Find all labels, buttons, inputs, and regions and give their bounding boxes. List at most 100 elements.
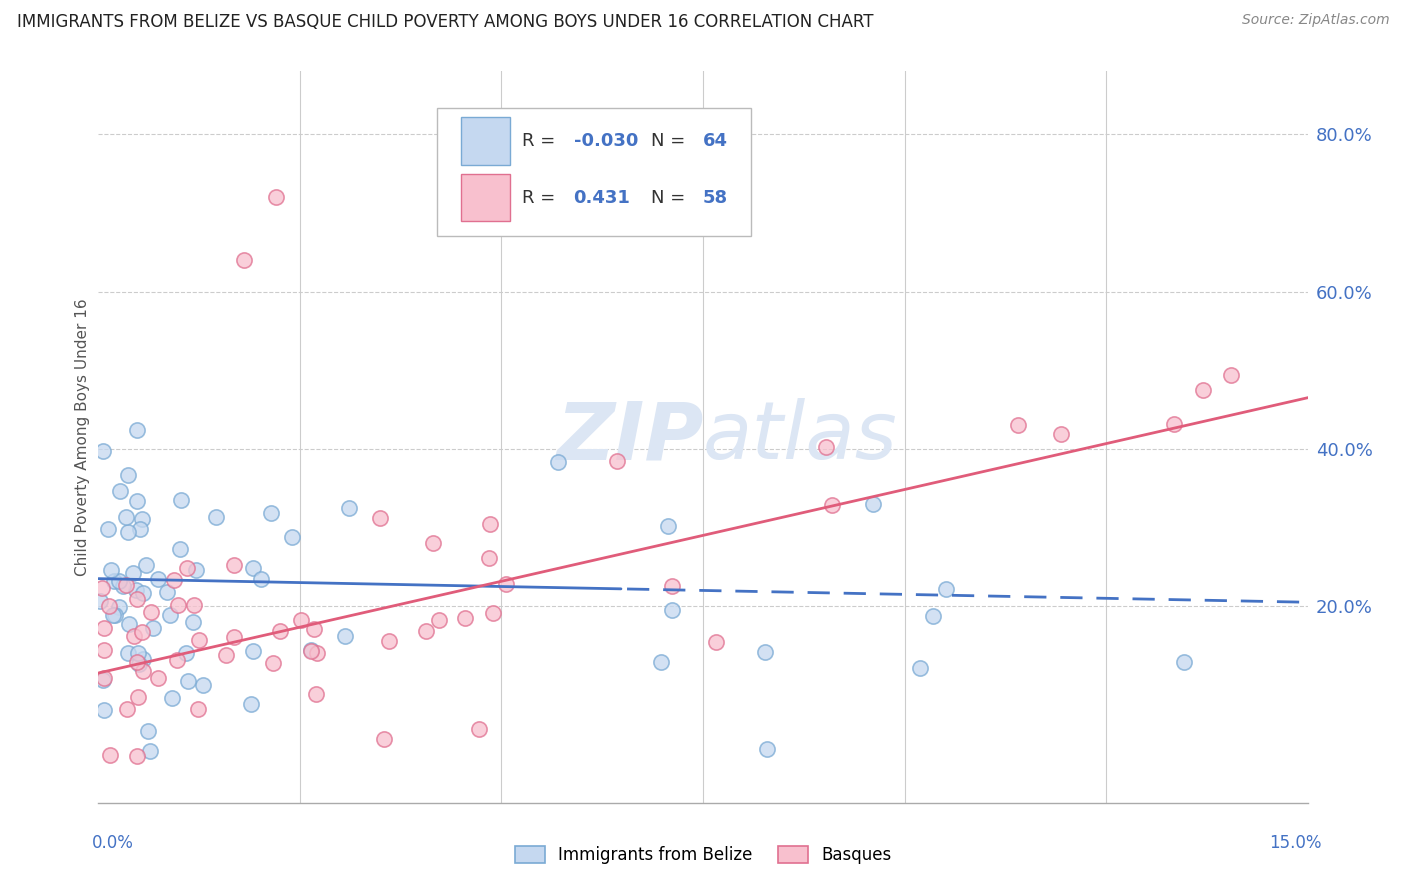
Point (98, 747, 121, 762)
Point (103, 574, 125, 589)
Point (368, 511, 391, 525)
Point (605, 454, 627, 468)
Text: 58: 58 (703, 188, 728, 207)
Point (132, 664, 155, 678)
Point (125, 748, 148, 763)
Point (373, 731, 395, 746)
Point (136, 724, 159, 739)
Text: 0.431: 0.431 (574, 188, 630, 207)
Point (657, 518, 679, 533)
Point (495, 577, 517, 591)
Point (166, 653, 188, 667)
Point (117, 702, 139, 716)
Point (111, 579, 134, 593)
Point (160, 691, 183, 706)
Point (131, 624, 153, 639)
Point (269, 624, 291, 639)
Point (1192, 383, 1215, 397)
Point (337, 500, 360, 515)
Point (124, 583, 146, 598)
Point (167, 598, 190, 612)
Point (93, 672, 115, 686)
Point (138, 744, 160, 758)
Point (821, 499, 844, 513)
Point (93, 643, 115, 657)
Point (131, 512, 153, 526)
Point (132, 651, 155, 665)
Point (333, 629, 356, 643)
Text: IMMIGRANTS FROM BELIZE VS BASQUE CHILD POVERTY AMONG BOYS UNDER 16 CORRELATION C: IMMIGRANTS FROM BELIZE VS BASQUE CHILD P… (17, 13, 873, 31)
Point (922, 609, 945, 624)
Point (1007, 417, 1029, 432)
Point (422, 536, 444, 550)
Point (177, 674, 200, 689)
Point (224, 558, 246, 572)
Point (661, 579, 683, 593)
Point (91, 673, 114, 688)
Y-axis label: Child Poverty Among Boys Under 16: Child Poverty Among Boys Under 16 (75, 298, 90, 576)
Point (156, 585, 179, 599)
Point (478, 550, 501, 565)
Point (250, 572, 273, 586)
Point (110, 483, 132, 498)
Point (100, 563, 122, 577)
Point (141, 605, 163, 619)
Point (204, 510, 226, 524)
Point (125, 592, 148, 607)
Point (242, 561, 264, 575)
Point (93, 621, 115, 635)
Point (97, 599, 120, 613)
Point (281, 530, 304, 544)
Point (704, 634, 727, 648)
Point (415, 624, 437, 639)
Point (299, 644, 322, 658)
Point (93, 703, 115, 717)
Point (91, 444, 114, 458)
Point (427, 613, 450, 627)
Point (935, 582, 957, 596)
Point (290, 613, 312, 627)
Point (127, 646, 149, 660)
Point (1220, 368, 1243, 382)
Point (862, 497, 884, 511)
Point (184, 563, 207, 577)
Point (124, 629, 146, 643)
Point (262, 656, 284, 670)
Point (117, 646, 139, 660)
Point (159, 607, 181, 622)
Point (108, 574, 131, 588)
Point (222, 631, 245, 645)
Point (121, 566, 143, 580)
Point (115, 510, 138, 524)
Point (125, 655, 148, 669)
Point (127, 423, 149, 437)
Text: Source: ZipAtlas.com: Source: ZipAtlas.com (1241, 13, 1389, 28)
Point (132, 586, 155, 600)
Point (302, 622, 325, 636)
Point (128, 657, 150, 671)
Point (814, 440, 837, 454)
Point (232, 253, 254, 268)
Point (183, 598, 205, 612)
Point (299, 642, 322, 657)
Text: 0.0%: 0.0% (91, 834, 134, 852)
Point (755, 742, 778, 756)
Text: -0.030: -0.030 (574, 132, 638, 150)
Point (90, 581, 112, 595)
Point (482, 606, 505, 620)
Point (104, 607, 127, 622)
Point (260, 507, 283, 521)
Point (264, 190, 287, 204)
Text: R =: R = (522, 188, 561, 207)
FancyBboxPatch shape (437, 108, 751, 235)
Text: 15.0%: 15.0% (1270, 834, 1322, 852)
Point (176, 561, 198, 575)
Point (135, 558, 157, 572)
Point (1173, 656, 1195, 670)
Point (103, 607, 125, 622)
Point (174, 646, 197, 660)
Point (910, 661, 932, 675)
Point (467, 722, 489, 736)
FancyBboxPatch shape (461, 174, 509, 221)
Point (117, 524, 139, 539)
